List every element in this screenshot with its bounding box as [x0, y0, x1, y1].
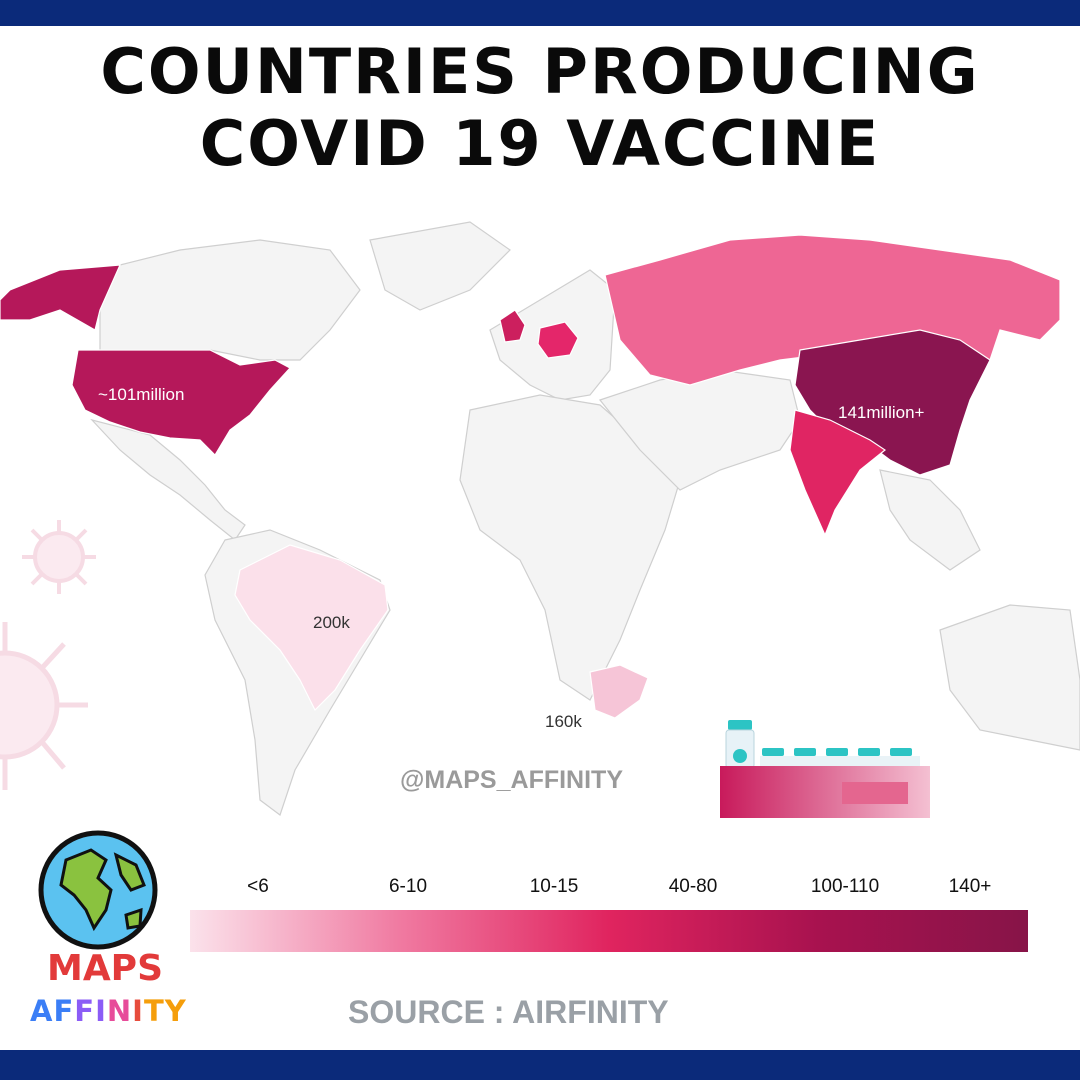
- vaccine-vials-icon: [720, 720, 930, 818]
- map-region-russia: [604, 234, 1061, 386]
- map-region-brazil: [234, 544, 389, 712]
- map-region-india: [789, 409, 887, 537]
- title-line-2: COVID 19 VACCINE: [199, 107, 881, 180]
- logo-text-affinity: AFFINITY: [30, 994, 186, 1028]
- map-region-australia: [939, 604, 1080, 751]
- legend-label: 140+: [948, 876, 992, 897]
- logo-letter: F: [74, 994, 96, 1028]
- logo-letter: N: [106, 994, 133, 1028]
- map-region-mexico: [90, 418, 246, 541]
- map-region-se-asia: [879, 469, 981, 571]
- map-label-brazil: 200k: [313, 613, 350, 632]
- virus-icon: [0, 622, 88, 790]
- logo-letter: I: [132, 994, 144, 1028]
- bottom-border: [0, 1050, 1080, 1080]
- legend-label: <6: [247, 876, 269, 897]
- map-label-usa: ~101million: [98, 385, 184, 404]
- map-region-germany: [537, 321, 579, 359]
- logo-letter: Y: [164, 994, 187, 1028]
- map-region-canada: [99, 239, 361, 361]
- maps-affinity-logo: MAPS AFFINITY: [30, 830, 186, 1040]
- legend-label: 100-110: [810, 876, 880, 897]
- logo-letter: I: [95, 994, 107, 1028]
- world-map: ~101million 141million+ 200k 160k: [0, 221, 1080, 816]
- map-region-usa: [71, 349, 291, 456]
- map-region-greenland: [369, 221, 511, 311]
- watermark: @MAPS_AFFINITY: [400, 766, 623, 794]
- top-border: [0, 0, 1080, 26]
- logo-text-maps: MAPS: [47, 948, 163, 989]
- logo-letter: A: [30, 994, 54, 1028]
- map-region-south-africa: [589, 664, 649, 719]
- map-region-alaska: [0, 264, 121, 331]
- map-label-china: 141million+: [838, 403, 925, 422]
- legend-label: 6-10: [388, 876, 428, 897]
- title-line-1: COUNTRIES PRODUCING: [100, 35, 980, 108]
- source-credit: SOURCE : AIRFINITY: [348, 994, 669, 1030]
- logo-letter: T: [143, 994, 165, 1028]
- virus-icon: [22, 520, 96, 594]
- legend-label: 40-80: [668, 876, 718, 897]
- logo-letter: F: [53, 994, 75, 1028]
- page-title: COUNTRIES PRODUCING COVID 19 VACCINE: [0, 36, 1080, 180]
- globe-icon: [38, 830, 158, 950]
- map-label-south-africa: 160k: [545, 712, 582, 731]
- legend-labels: <6 6-10 10-15 40-80 100-110 140+: [190, 876, 1030, 904]
- map-region-uk: [499, 309, 526, 343]
- legend-label: 10-15: [529, 876, 579, 897]
- legend-gradient-bar: [190, 910, 1028, 952]
